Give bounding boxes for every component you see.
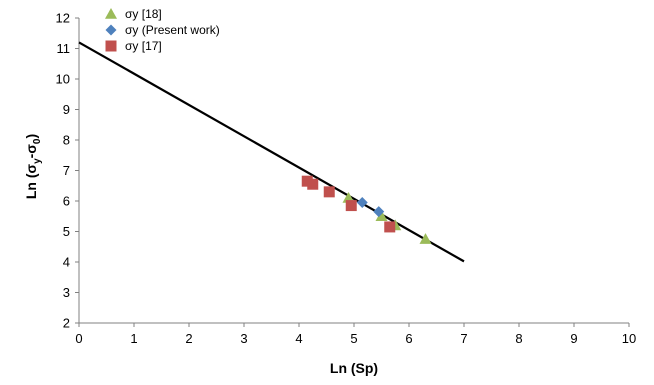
y-tick-label: 7 <box>63 163 70 178</box>
legend-marker-square <box>105 40 117 52</box>
y-tick-label: 10 <box>56 72 70 87</box>
data-point-square <box>345 200 357 212</box>
legend: σy [18] σy (Present work) σy [17] <box>105 7 220 53</box>
x-tick-label: 1 <box>130 331 137 346</box>
x-tick-label: 3 <box>240 331 247 346</box>
x-tick-label: 4 <box>295 331 302 346</box>
x-tick-label: 9 <box>570 331 577 346</box>
legend-marker-diamond <box>105 24 117 36</box>
y-axis-title-subscript: 0 <box>32 138 43 144</box>
x-tick-label: 7 <box>460 331 467 346</box>
fit-line <box>78 41 465 263</box>
data-point-triangle <box>419 233 432 244</box>
data-point-square <box>384 221 396 233</box>
y-tick-label: 3 <box>63 285 70 300</box>
x-axis-title: Ln (Sp) <box>330 360 378 376</box>
y-axis-title-part: Ln (σ <box>23 163 39 199</box>
y-axis-title-part: ) <box>23 134 39 139</box>
data-point-diamond <box>356 197 368 209</box>
y-tick-label: 8 <box>63 133 70 148</box>
legend-marker-triangle <box>105 8 117 19</box>
legend-label: σy [18] <box>125 7 162 21</box>
y-axis-title: Ln (σy-σ0) <box>23 134 43 199</box>
x-tick-label: 2 <box>185 331 192 346</box>
x-tick-label: 6 <box>405 331 412 346</box>
y-tick-label: 12 <box>56 11 70 26</box>
x-tick-label: 5 <box>350 331 357 346</box>
data-point-triangle <box>342 191 355 203</box>
y-tick-label: 4 <box>63 255 70 270</box>
fit-line-group <box>78 41 465 263</box>
y-tick-label: 6 <box>63 194 70 209</box>
y-axis-title-part: -σ <box>23 144 39 159</box>
x-tick-label: 10 <box>622 331 636 346</box>
legend-label: σy [17] <box>125 39 162 53</box>
y-axis-title-subscript: y <box>32 158 43 164</box>
data-point-square <box>323 186 335 198</box>
data-point-square <box>307 178 319 190</box>
x-tick-label: 0 <box>75 331 82 346</box>
data-point-diamond <box>373 206 385 218</box>
y-tick-label: 11 <box>57 41 71 56</box>
y-tick-label: 2 <box>63 316 70 331</box>
x-tick-labels: 0 1 2 3 4 5 6 7 8 9 10 <box>75 323 636 346</box>
axes <box>78 18 629 324</box>
data-points <box>301 175 432 244</box>
y-tick-label: 9 <box>63 102 70 117</box>
y-tick-label: 5 <box>63 224 70 239</box>
data-point-triangle <box>375 210 388 222</box>
x-tick-label: 8 <box>515 331 522 346</box>
legend-label: σy (Present work) <box>125 23 220 37</box>
y-tick-labels: 2 3 4 5 6 7 8 9 10 11 12 <box>56 11 79 331</box>
